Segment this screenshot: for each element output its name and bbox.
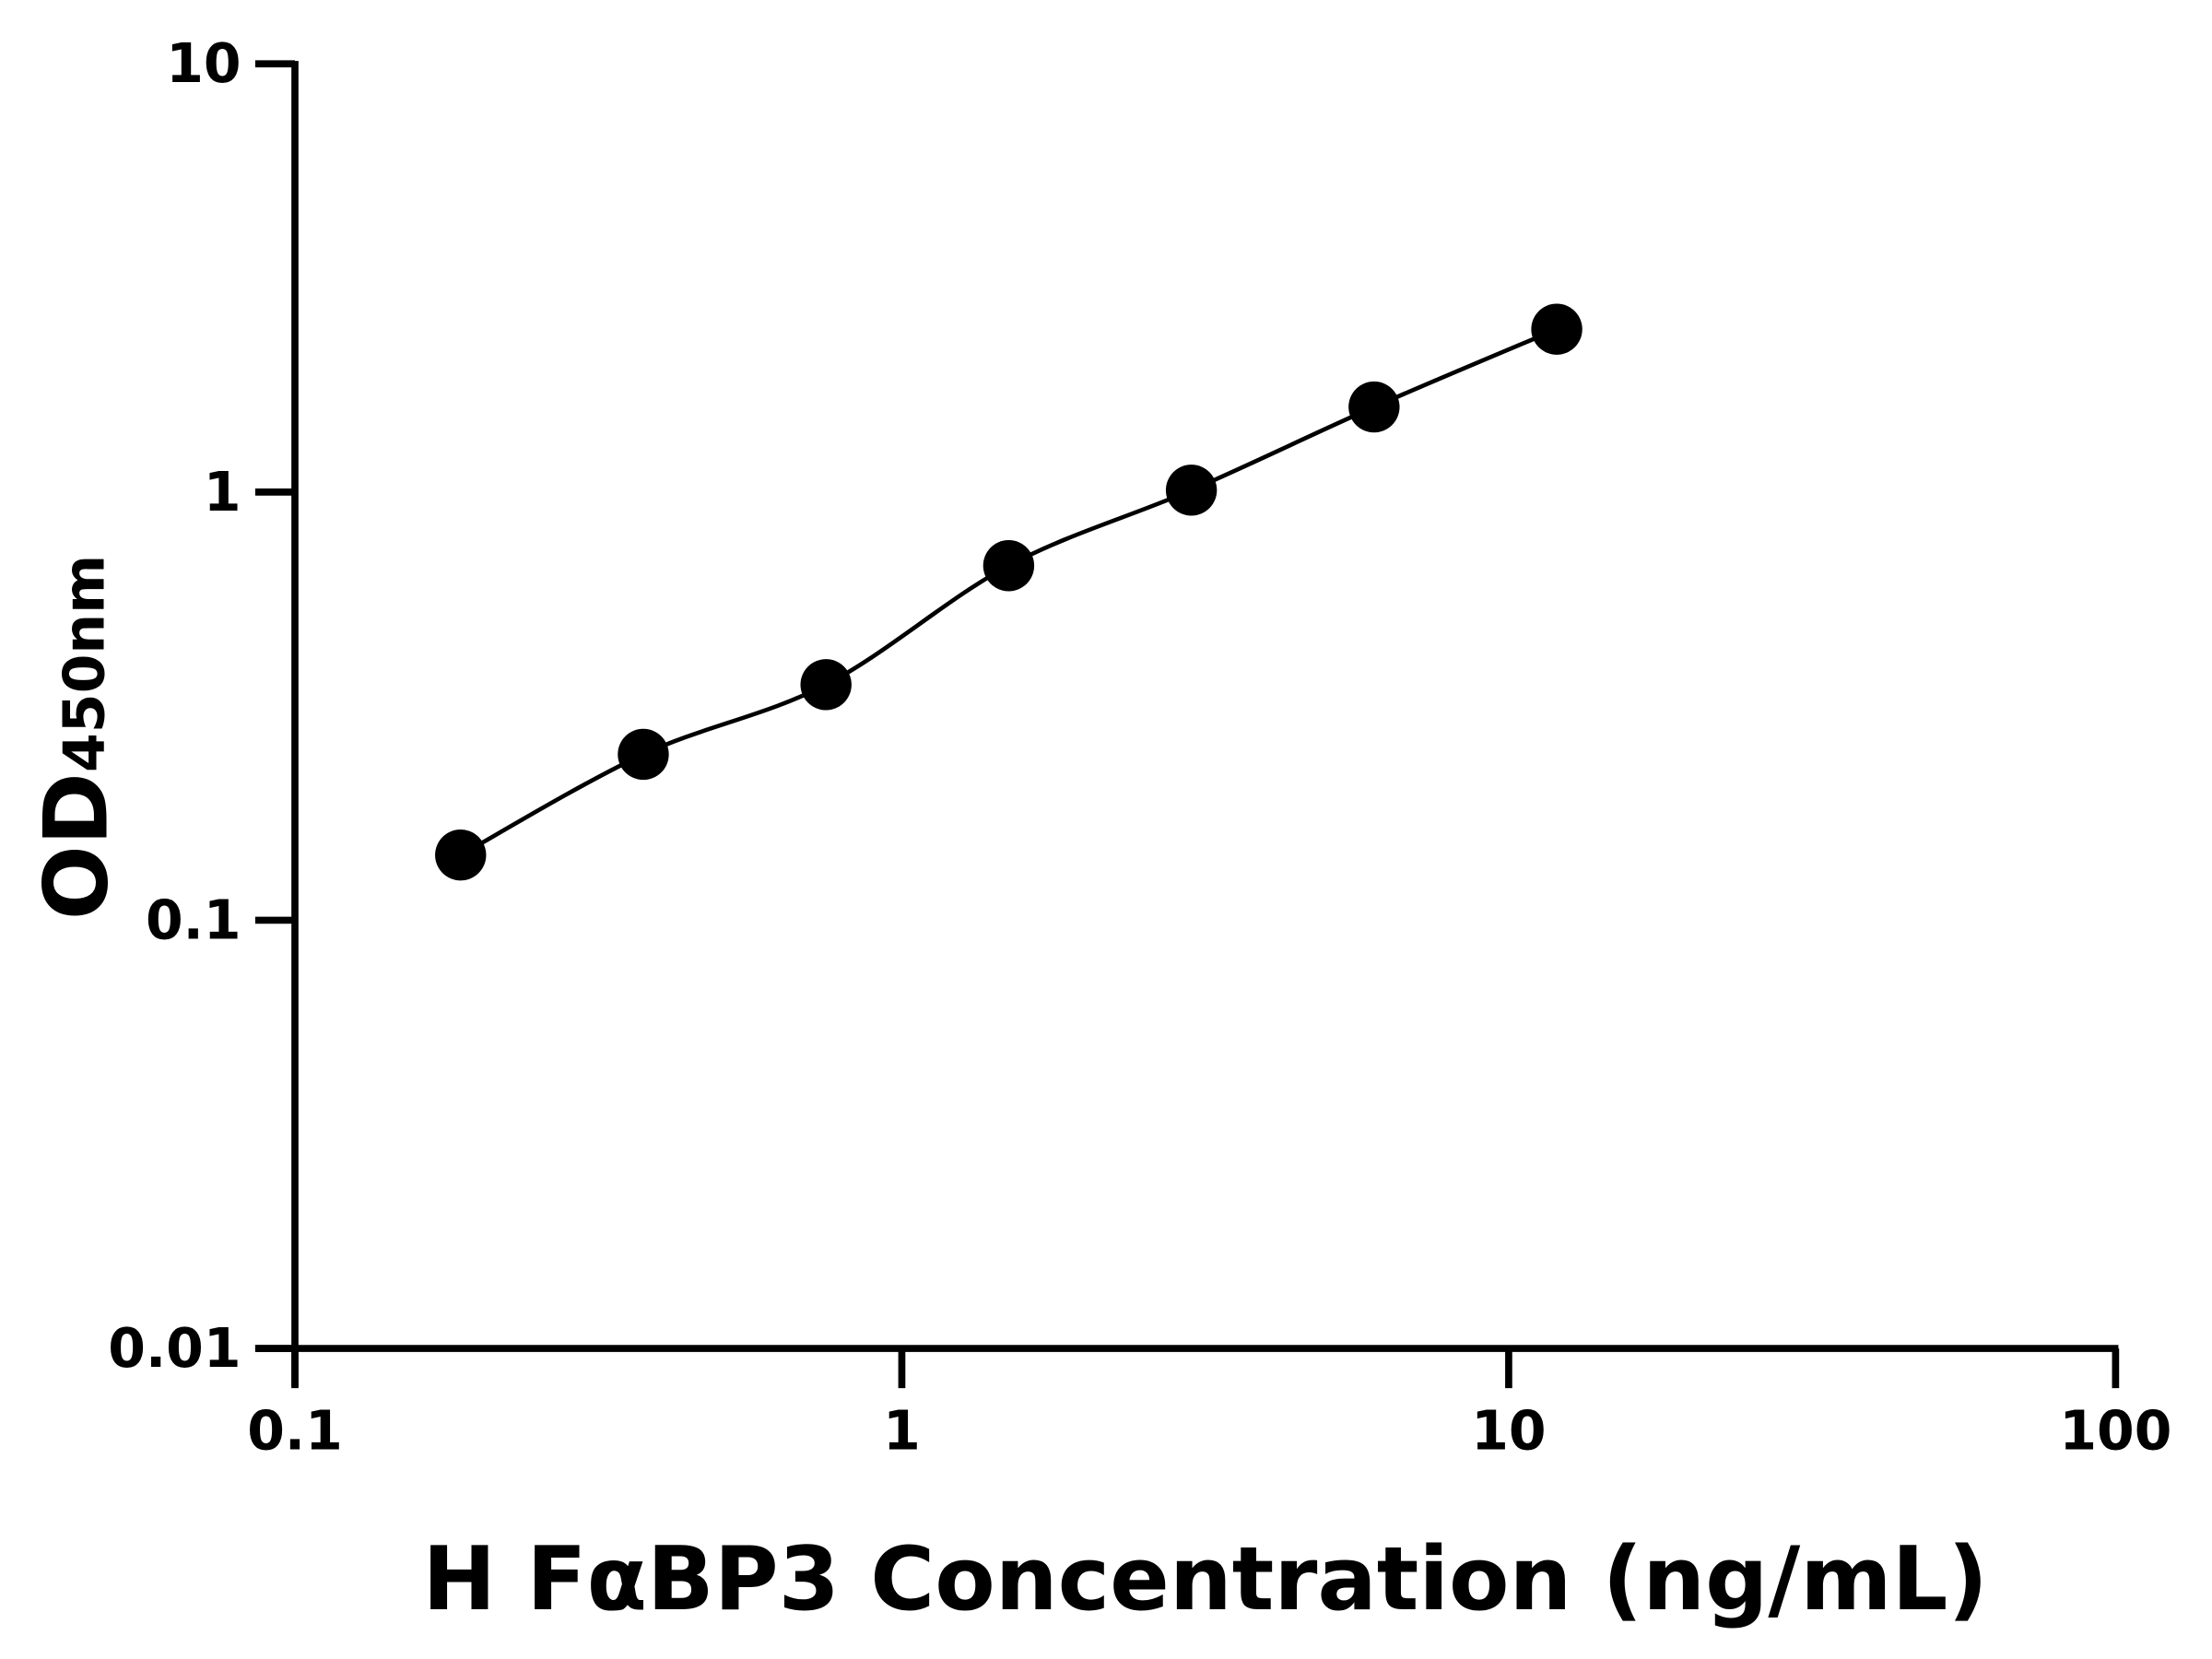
data-point	[1531, 303, 1583, 355]
y-tick-label: 0.1	[146, 888, 241, 951]
x-ticks: 0.1 1 10 100	[247, 1348, 2171, 1462]
y-ticks: 0.01 0.1 1 10	[108, 32, 295, 1380]
data-points	[435, 303, 1583, 881]
data-point	[618, 728, 669, 781]
y-tick-label: 0.01	[108, 1317, 241, 1380]
data-point	[800, 659, 852, 711]
y-axis-label-sub: 450nm	[51, 555, 117, 772]
x-axis-label: H FαBP3 Concentration (ng/mL)	[422, 1528, 1988, 1630]
x-tick-label: 1	[883, 1399, 921, 1462]
data-point	[1348, 381, 1400, 433]
axes	[254, 61, 2119, 1387]
data-point	[435, 830, 487, 881]
y-axis-label: OD450nm	[25, 555, 127, 921]
y-axis-label-main: OD	[25, 772, 127, 920]
x-tick-label: 0.1	[247, 1399, 343, 1462]
y-tick-label: 10	[166, 32, 241, 95]
x-tick-label: 100	[2059, 1399, 2171, 1462]
svg-text:OD450nm: OD450nm	[25, 555, 127, 921]
y-tick-label: 1	[204, 461, 241, 524]
data-point	[1165, 465, 1218, 516]
x-tick-label: 10	[1471, 1399, 1546, 1462]
data-point	[982, 540, 1035, 592]
